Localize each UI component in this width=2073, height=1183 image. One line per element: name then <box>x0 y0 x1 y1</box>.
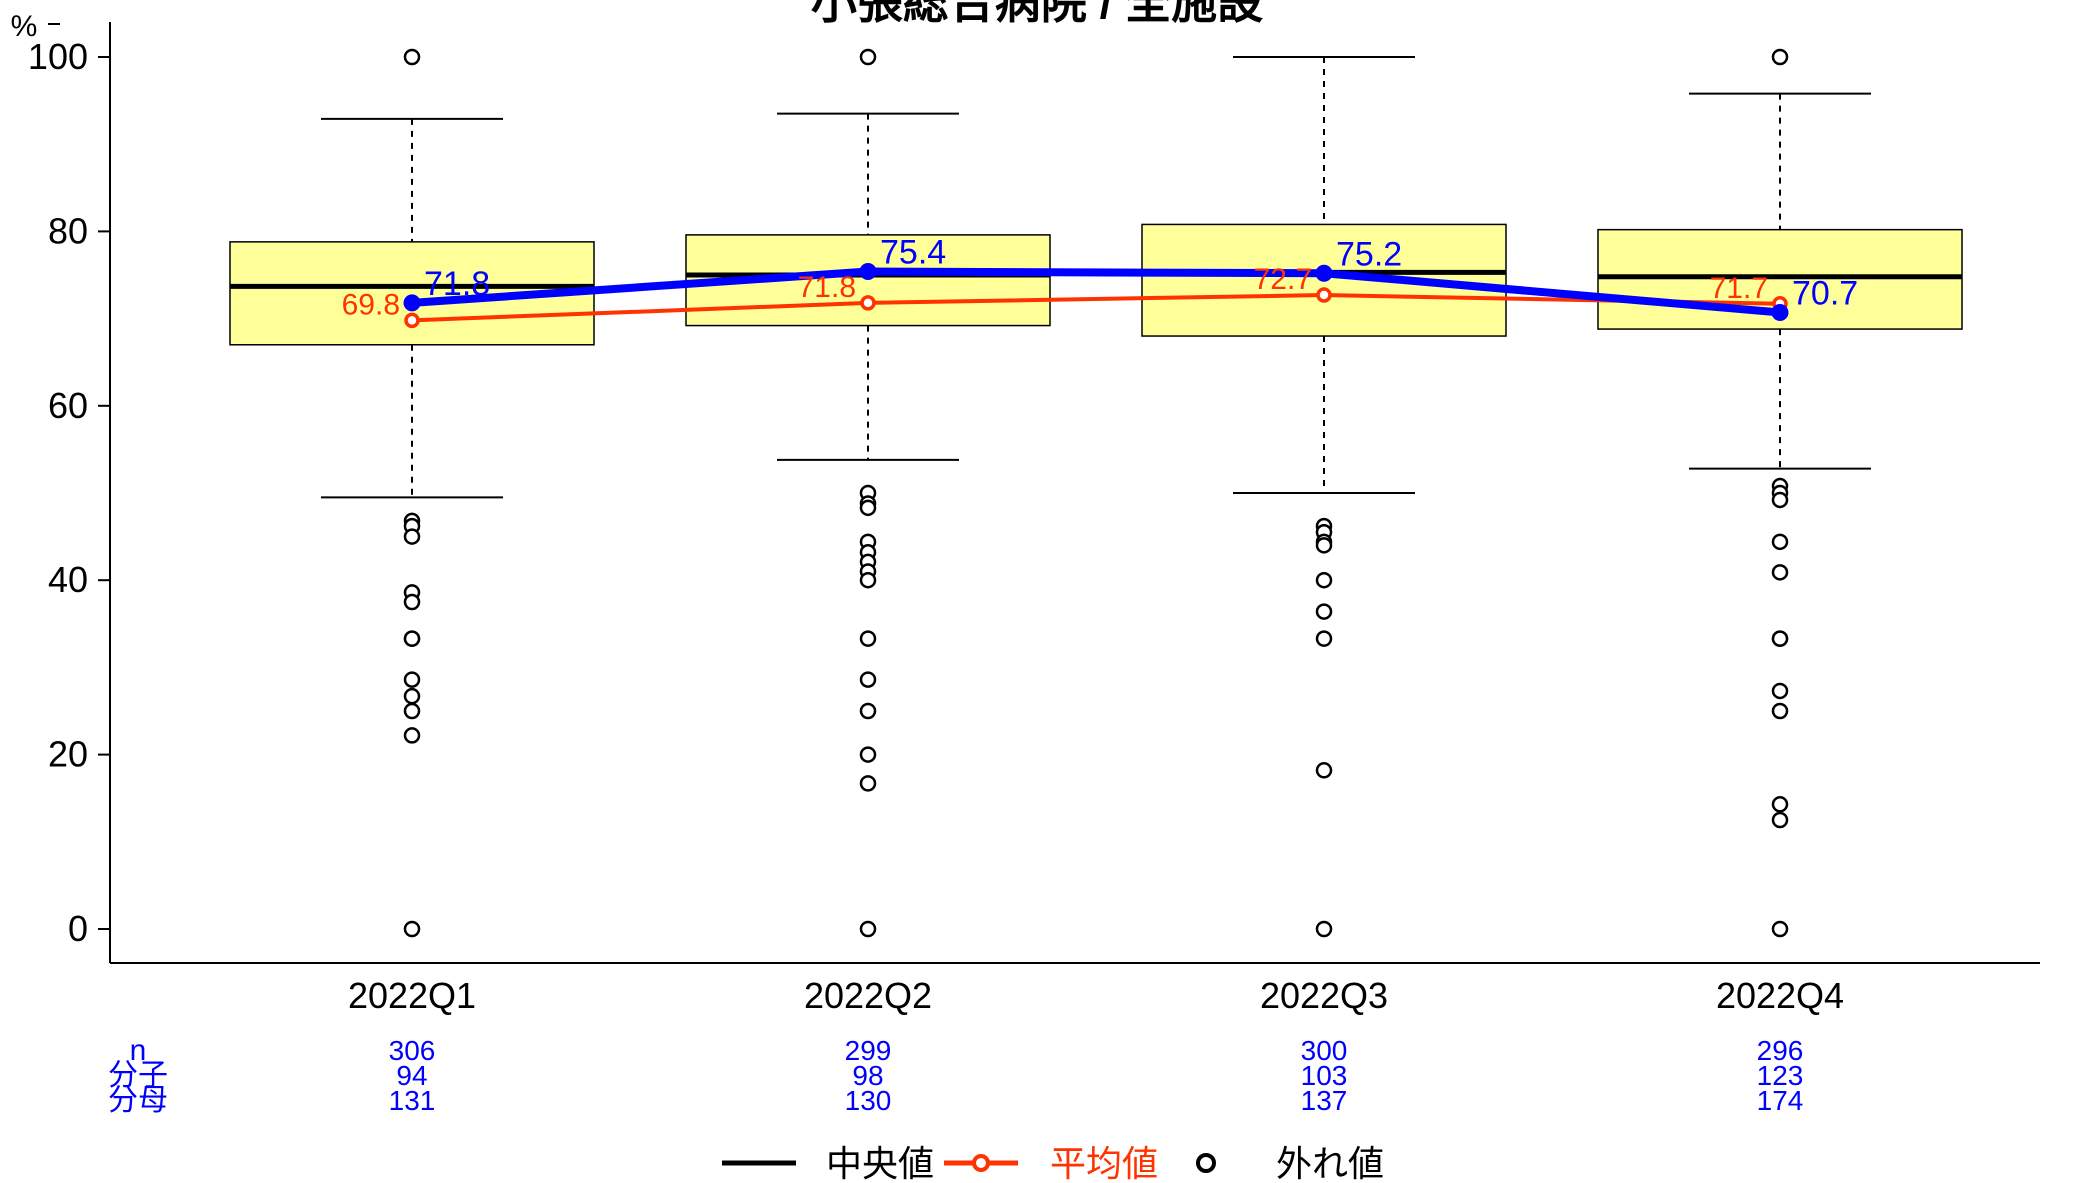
box-2022Q4: 2022Q4 <box>1597 48 1963 1016</box>
y-tick-label: 100 <box>28 36 88 77</box>
outlier-point <box>859 920 877 938</box>
outlier-point <box>1771 702 1789 720</box>
mean-series-point <box>404 312 420 329</box>
legend: 中央値 平均値 外れ値 <box>722 1143 1384 1183</box>
outlier-point <box>859 48 877 66</box>
blue-data-label: 75.2 <box>1336 235 1402 273</box>
outlier-point <box>403 727 421 744</box>
outlier-point <box>1315 630 1333 647</box>
outlier-point <box>403 702 421 720</box>
chart-title: 小張総合病院 / 全施設 <box>811 0 1263 28</box>
box-2022Q2: 2022Q2 <box>685 48 1051 1016</box>
legend-outlier-label: 外れ値 <box>1276 1143 1384 1183</box>
legend-outlier-swatch <box>1196 1153 1216 1173</box>
outlier-point <box>859 671 877 688</box>
y-tick-label: 80 <box>48 210 88 251</box>
box-2022Q3: 2022Q3 <box>1141 56 1507 1016</box>
outlier-point <box>1771 630 1789 647</box>
y-tick-label: 40 <box>48 559 88 600</box>
blue-series-point <box>859 263 877 281</box>
stats-value: 137 <box>1301 1085 1348 1116</box>
outlier-point <box>403 687 421 705</box>
blue-data-label: 70.7 <box>1792 274 1858 312</box>
y-axis-unit-label: % <box>11 10 38 43</box>
outlier-point <box>403 593 421 611</box>
stats-value: 174 <box>1757 1085 1804 1116</box>
x-tick-label: 2022Q4 <box>1716 975 1844 1016</box>
outlier-point <box>1771 491 1789 509</box>
outlier-point <box>1771 796 1789 813</box>
legend-mean-swatch-point <box>972 1154 990 1172</box>
blue-series-line <box>411 267 1781 317</box>
stats-value: 296 <box>1757 1035 1804 1066</box>
blue-series-point <box>1771 303 1789 321</box>
blue-data-label: 71.8 <box>424 265 490 303</box>
mean-data-label: 69.8 <box>342 288 400 321</box>
outlier-point <box>859 630 877 647</box>
outlier-point <box>403 671 421 688</box>
plot-area: 0 20 40 60 80 100 2022Q1 2022Q2 2022Q3 2022Q4 69.8… <box>28 22 2040 1183</box>
blue-series-point <box>1315 264 1333 282</box>
outlier-point <box>1771 682 1789 700</box>
outlier-point <box>403 48 421 66</box>
stats-row-label: n <box>130 1034 147 1067</box>
x-tick-label: 2022Q1 <box>348 975 476 1016</box>
outlier-point <box>859 702 877 720</box>
x-tick-label: 2022Q3 <box>1260 975 1388 1016</box>
outlier-point <box>1771 811 1789 829</box>
outlier-point <box>859 499 877 517</box>
blue-series-point <box>403 294 421 312</box>
stats-value: 123 <box>1757 1060 1804 1091</box>
mean-data-label: 72.7 <box>1254 263 1312 296</box>
y-tick-label: 60 <box>48 385 88 426</box>
legend-mean-label: 平均値 <box>1050 1143 1158 1183</box>
outlier-point <box>1771 48 1789 66</box>
outlier-point <box>859 571 877 589</box>
y-tick-label: 0 <box>68 908 88 949</box>
stats-row-label: 分子 <box>108 1059 168 1092</box>
outlier-point <box>1771 564 1789 581</box>
stats-value: 299 <box>845 1035 892 1066</box>
stats-value: 306 <box>389 1035 436 1066</box>
outlier-point <box>859 746 877 763</box>
outlier-point <box>403 630 421 647</box>
stats-row-label: 分母 <box>108 1084 168 1117</box>
mean-series-point <box>860 295 876 311</box>
outlier-point <box>1315 603 1333 620</box>
stats-value: 94 <box>396 1060 427 1091</box>
x-tick-label: 2022Q2 <box>804 975 932 1016</box>
outlier-point <box>1315 762 1333 779</box>
legend-median-label: 中央値 <box>826 1143 934 1183</box>
mean-data-label: 71.7 <box>1710 272 1768 305</box>
stats-value: 131 <box>389 1085 436 1116</box>
mean-series-line <box>411 293 1781 323</box>
outlier-point <box>1315 537 1333 554</box>
outlier-point <box>1315 920 1333 938</box>
outlier-point <box>403 920 421 938</box>
stats-value: 300 <box>1301 1035 1348 1066</box>
blue-data-label: 75.4 <box>880 234 946 272</box>
outlier-point <box>403 528 421 545</box>
stats-value: 98 <box>852 1060 883 1091</box>
box-2022Q1: 2022Q1 <box>229 48 595 1016</box>
outlier-point <box>1771 920 1789 938</box>
outlier-point <box>859 775 877 792</box>
stats-value: 130 <box>845 1085 892 1116</box>
outlier-point <box>1315 571 1333 589</box>
mean-series-point <box>1316 287 1332 303</box>
outlier-point <box>1771 533 1789 551</box>
y-tick-label: 20 <box>48 734 88 775</box>
mean-data-label: 71.8 <box>798 271 856 304</box>
stats-value: 103 <box>1301 1060 1348 1091</box>
